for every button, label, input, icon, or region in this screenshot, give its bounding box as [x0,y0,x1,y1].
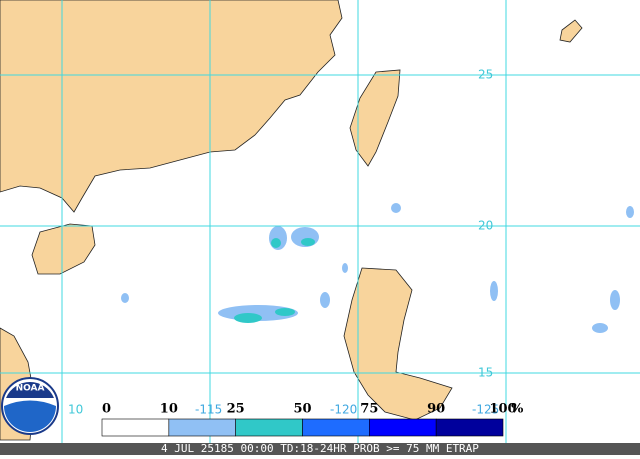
legend-swatch [168,418,236,437]
footer-text: 4 JUL 25185 00:00 TD:18-24HR PROB >= 75 … [161,442,479,455]
land-hainan [31,223,96,275]
legend-label: 90 [427,402,445,417]
precip-area [320,292,330,308]
legend-label: 0 [102,402,111,417]
legend-swatch [235,418,303,437]
lat-label: 25 [478,68,493,82]
lon-label: -125 [472,403,499,417]
legend-unit: % [511,402,524,417]
precip-area [342,263,348,273]
lat-label: 15 [478,366,493,380]
precip-area [275,308,295,316]
legend-label: 75 [360,402,378,417]
legend: 0 10 25 50 75 90 100% [101,402,524,437]
lon-label: -115 [195,403,222,417]
lat-label: 20 [478,219,493,233]
land-islet [559,19,583,43]
precip-area [592,323,608,333]
precip-area [391,203,401,213]
land-luzon [343,267,453,421]
legend-label: 100 [489,402,516,417]
footer-bar [0,443,640,455]
logo-wave [4,400,56,432]
precip-area [490,281,498,301]
noaa-logo: NOAA [1,377,59,435]
lon-label: -120 [330,403,357,417]
precip-area [301,238,315,246]
legend-swatch [369,418,437,437]
precip-area [610,290,620,310]
precip-area [234,313,262,323]
legend-label: 10 [160,402,178,417]
land-taiwan [349,69,401,167]
precip-area [121,293,129,303]
graticule [0,0,640,443]
precip-area [626,206,634,218]
legend-swatch [435,418,504,437]
legend-label: 50 [293,402,311,417]
precip-areas [121,203,634,333]
logo-text: NOAA [16,384,45,394]
logo-sky [6,382,54,398]
precip-area [271,238,281,248]
legend-swatch [101,418,170,437]
lat-label: 10 [68,403,83,417]
legend-label: 25 [227,402,245,417]
legend-swatch [302,418,370,437]
